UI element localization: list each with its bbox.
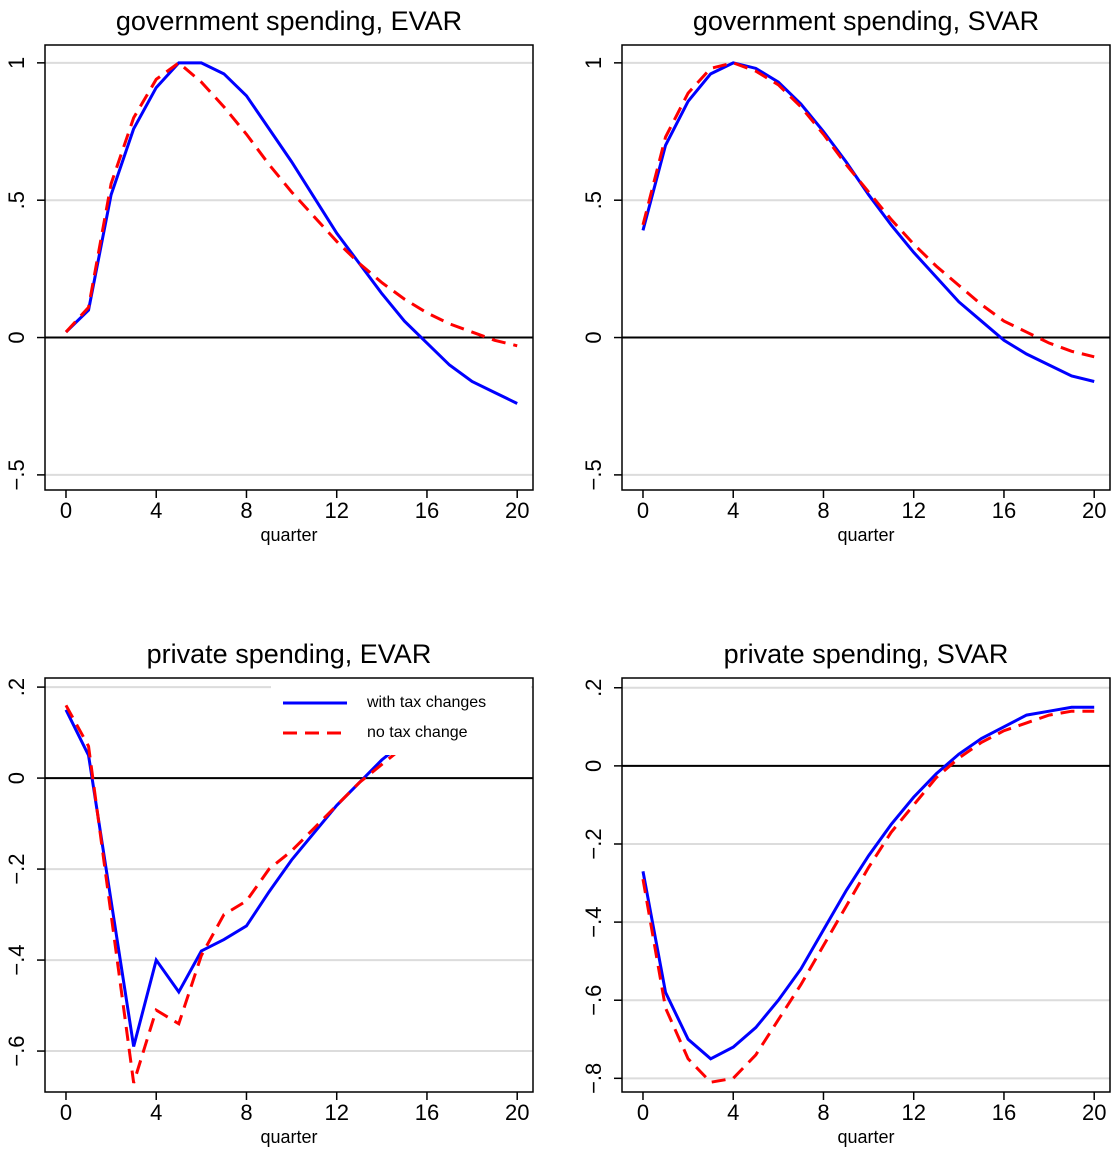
x-tick-label: 0	[637, 1100, 649, 1125]
chart-title: private spending, EVAR	[147, 639, 432, 669]
x-tick-label: 12	[901, 1100, 925, 1125]
y-tick-label: −.5	[581, 459, 606, 490]
x-tick-label: 16	[415, 498, 439, 523]
y-tick-label: 0	[581, 760, 606, 772]
x-tick-label: 0	[60, 1100, 72, 1125]
x-axis-label: quarter	[837, 525, 894, 545]
series-line	[641, 705, 1095, 1061]
y-tick-label: 0	[581, 331, 606, 343]
x-tick-label: 8	[817, 1100, 829, 1125]
series-line	[64, 704, 518, 1084]
x-tick-label: 8	[817, 498, 829, 523]
series-line	[64, 61, 518, 405]
series-line	[641, 61, 1095, 359]
y-tick-label: .5	[4, 191, 29, 209]
series-line	[641, 61, 1095, 383]
x-tick-label: 12	[324, 498, 348, 523]
y-tick-label: −.2	[4, 853, 29, 884]
x-tick-label: 8	[240, 498, 252, 523]
y-tick-label: −.4	[4, 944, 29, 975]
series-line	[64, 60, 518, 348]
y-tick-label: −.6	[581, 985, 606, 1016]
x-tick-label: 4	[150, 498, 162, 523]
x-tick-label: 8	[240, 1100, 252, 1125]
series-line	[64, 708, 518, 1047]
x-tick-label: 16	[992, 498, 1016, 523]
y-tick-label: 0	[4, 331, 29, 343]
series-line	[641, 709, 1095, 1084]
plot-frame	[44, 44, 534, 491]
x-tick-label: 20	[1082, 1100, 1106, 1125]
legend-label: no tax change	[367, 724, 468, 741]
x-tick-label: 16	[415, 1100, 439, 1125]
y-tick-label: .2	[4, 678, 29, 696]
x-tick-label: 0	[637, 498, 649, 523]
chart-title: government spending, SVAR	[693, 6, 1039, 36]
y-tick-label: 1	[4, 57, 29, 69]
x-tick-label: 16	[992, 1100, 1016, 1125]
y-tick-label: −.6	[4, 1035, 29, 1066]
x-tick-label: 20	[505, 498, 529, 523]
y-tick-label: −.4	[581, 907, 606, 938]
x-tick-label: 20	[1082, 498, 1106, 523]
x-tick-label: 12	[324, 1100, 348, 1125]
x-tick-label: 20	[505, 1100, 529, 1125]
chart-title: private spending, SVAR	[724, 639, 1009, 669]
y-tick-label: .2	[581, 679, 606, 697]
plot-frame	[621, 44, 1111, 491]
x-axis-label: quarter	[260, 525, 317, 545]
x-axis-label: quarter	[260, 1127, 317, 1147]
plot-frame	[621, 677, 1111, 1093]
y-tick-label: 1	[581, 57, 606, 69]
x-tick-label: 4	[727, 498, 739, 523]
x-tick-label: 12	[901, 498, 925, 523]
legend-label: with tax changes	[366, 694, 486, 711]
chart-title: government spending, EVAR	[116, 6, 462, 36]
y-tick-label: −.2	[581, 828, 606, 859]
x-axis-label: quarter	[837, 1127, 894, 1147]
x-tick-label: 4	[727, 1100, 739, 1125]
plot-frame	[44, 677, 534, 1093]
y-tick-label: −.8	[581, 1063, 606, 1094]
y-tick-label: 0	[4, 772, 29, 784]
legend-box	[271, 679, 531, 755]
y-tick-label: −.5	[4, 459, 29, 490]
x-tick-label: 0	[60, 498, 72, 523]
y-tick-label: .5	[581, 191, 606, 209]
x-tick-label: 4	[150, 1100, 162, 1125]
